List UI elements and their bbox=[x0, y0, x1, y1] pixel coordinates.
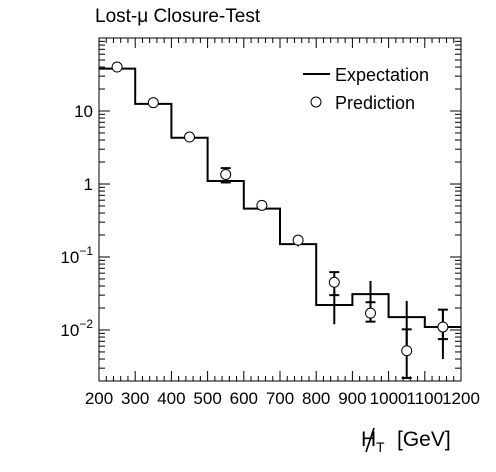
x-axis-label-h: H bbox=[361, 428, 376, 451]
x-tick-label: 900 bbox=[338, 389, 366, 408]
y-tick-label: 1 bbox=[84, 175, 93, 194]
prediction-series bbox=[111, 61, 449, 379]
y-tick-label: 10−2 bbox=[60, 317, 93, 340]
x-tick-label: 700 bbox=[266, 389, 294, 408]
prediction-point bbox=[292, 234, 304, 246]
legend: Expectation Prediction bbox=[303, 65, 429, 113]
x-tick-label: 800 bbox=[302, 389, 330, 408]
x-axis-label-unit: [GeV] bbox=[397, 428, 451, 451]
prediction-point bbox=[220, 168, 232, 180]
x-axis-label-slash bbox=[365, 427, 375, 453]
x-axis-label-sub: T bbox=[376, 439, 385, 455]
x-tick-label: 600 bbox=[230, 389, 258, 408]
chart-title: Lost-μ Closure-Test bbox=[95, 6, 261, 27]
legend-expectation-label: Expectation bbox=[335, 65, 429, 85]
x-tick-label: 400 bbox=[157, 389, 185, 408]
axis-ticks bbox=[98, 37, 462, 382]
prediction-point bbox=[256, 199, 268, 211]
x-axis-label: H T [GeV] bbox=[361, 427, 451, 455]
prediction-point bbox=[401, 345, 413, 357]
prediction-point bbox=[437, 321, 449, 333]
legend-prediction-marker bbox=[310, 96, 322, 108]
expectation-step-line bbox=[99, 67, 461, 328]
x-tick-label: 1200 bbox=[442, 389, 480, 408]
x-tick-label: 1100 bbox=[407, 389, 444, 408]
x-tick-labels: 200 300 400 500 600 700 800 900 1000 1100 1200 bbox=[85, 389, 480, 408]
x-tick-label: 1000 bbox=[370, 389, 408, 408]
legend-prediction-label: Prediction bbox=[335, 93, 415, 113]
prediction-point bbox=[328, 276, 340, 288]
y-tick-label: 10−1 bbox=[60, 244, 93, 267]
x-tick-label: 200 bbox=[85, 389, 113, 408]
prediction-point bbox=[147, 97, 159, 109]
prediction-point bbox=[365, 307, 376, 319]
y-tick-label: 10 bbox=[74, 102, 93, 121]
x-tick-label: 300 bbox=[121, 389, 149, 408]
x-tick-label: 500 bbox=[193, 389, 221, 408]
prediction-point bbox=[111, 61, 123, 73]
y-tick-labels: 10 1 10−1 10−2 bbox=[60, 102, 93, 340]
prediction-point bbox=[184, 131, 195, 143]
